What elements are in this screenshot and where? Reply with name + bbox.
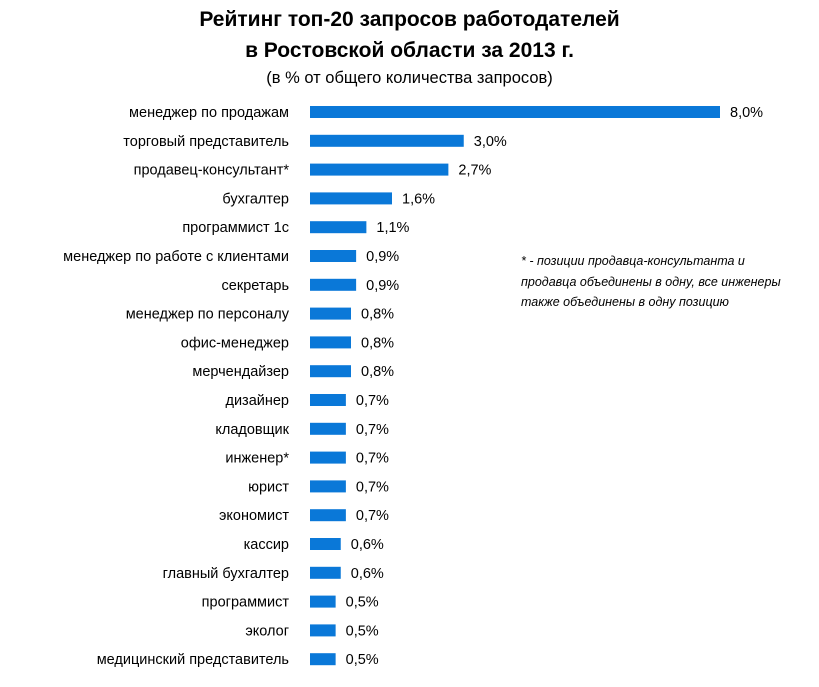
bar-17 <box>310 595 336 608</box>
category-label-6: секретарь <box>222 278 289 294</box>
value-label-1: 3,0% <box>474 134 507 150</box>
category-label-13: юрист <box>248 479 289 495</box>
category-label-4: программист 1с <box>182 220 289 236</box>
category-label-17: программист <box>202 595 290 611</box>
category-label-2: продавец-консультант* <box>134 163 290 179</box>
value-label-0: 8,0% <box>730 105 763 121</box>
bar-18 <box>310 624 336 637</box>
footnote-line-2: продавца объединены в одну, все инженеры <box>521 274 781 289</box>
value-label-14: 0,7% <box>356 508 389 524</box>
category-labels-group: менеджер по продажам торговый представите… <box>63 105 290 668</box>
value-label-7: 0,8% <box>361 307 394 323</box>
value-label-12: 0,7% <box>356 451 389 467</box>
value-labels-group: 8,0% 3,0% 2,7% 1,6% 1,1% 0,9% 0,9% 0,8% 0,8% 0,8%… <box>346 105 764 668</box>
category-label-5: менеджер по работе с клиентами <box>63 249 289 265</box>
bar-3 <box>310 192 392 205</box>
category-label-14: экономист <box>219 508 289 524</box>
value-label-11: 0,7% <box>356 422 389 438</box>
category-label-12: инженер* <box>225 451 289 467</box>
value-label-3: 1,6% <box>402 191 435 207</box>
value-label-18: 0,5% <box>346 623 379 639</box>
bar-4 <box>310 221 367 234</box>
bar-16 <box>310 566 341 579</box>
bar-6 <box>310 278 357 291</box>
category-label-18: эколог <box>245 623 289 639</box>
category-label-19: медицинский представитель <box>97 652 289 668</box>
category-label-10: дизайнер <box>225 393 289 409</box>
bar-7 <box>310 307 351 320</box>
value-label-4: 1,1% <box>376 220 409 236</box>
value-label-15: 0,6% <box>351 537 384 553</box>
category-label-11: кладовщик <box>215 422 289 438</box>
value-label-6: 0,9% <box>366 278 399 294</box>
value-label-19: 0,5% <box>346 652 379 668</box>
bar-19 <box>310 653 336 666</box>
category-label-8: офис-менеджер <box>181 335 289 351</box>
value-label-9: 0,8% <box>361 364 394 380</box>
bar-15 <box>310 538 341 550</box>
bars-group <box>310 106 720 666</box>
bar-9 <box>310 365 351 378</box>
bar-12 <box>310 451 346 464</box>
category-label-0: менеджер по продажам <box>129 105 289 121</box>
value-label-5: 0,9% <box>366 249 399 265</box>
bar-0 <box>310 106 720 118</box>
footnote-line-1: * - позиции продавца-консультанта и <box>521 254 745 268</box>
bar-10 <box>310 394 346 406</box>
bar-13 <box>310 480 346 493</box>
chart-subtitle: (в % от общего количества запросов) <box>266 69 553 87</box>
value-label-16: 0,6% <box>351 566 384 582</box>
footnote-line-3: также объединены в одну позицию <box>521 295 729 309</box>
bar-11 <box>310 422 346 435</box>
value-label-2: 2,7% <box>458 163 491 179</box>
category-label-9: мерчендайзер <box>192 364 289 380</box>
category-label-7: менеджер по персоналу <box>126 307 290 323</box>
value-label-17: 0,5% <box>346 595 379 611</box>
value-label-8: 0,8% <box>361 335 394 351</box>
bar-8 <box>310 336 351 349</box>
chart-title-line-2: в Ростовской области за 2013 г. <box>245 39 574 62</box>
value-label-10: 0,7% <box>356 393 389 409</box>
chart-title: Рейтинг топ-20 запросов работодателей <box>199 8 620 31</box>
bar-1 <box>310 134 464 147</box>
bar-14 <box>310 509 346 522</box>
category-label-15: кассир <box>244 537 289 553</box>
bar-2 <box>310 163 449 176</box>
category-label-1: торговый представитель <box>123 134 289 150</box>
category-label-3: бухгалтер <box>222 191 289 207</box>
footnote: * - позиции продавца-консультанта и прод… <box>521 251 819 313</box>
value-label-13: 0,7% <box>356 479 389 495</box>
category-label-16: главный бухгалтер <box>163 566 289 582</box>
bar-5 <box>310 250 357 262</box>
